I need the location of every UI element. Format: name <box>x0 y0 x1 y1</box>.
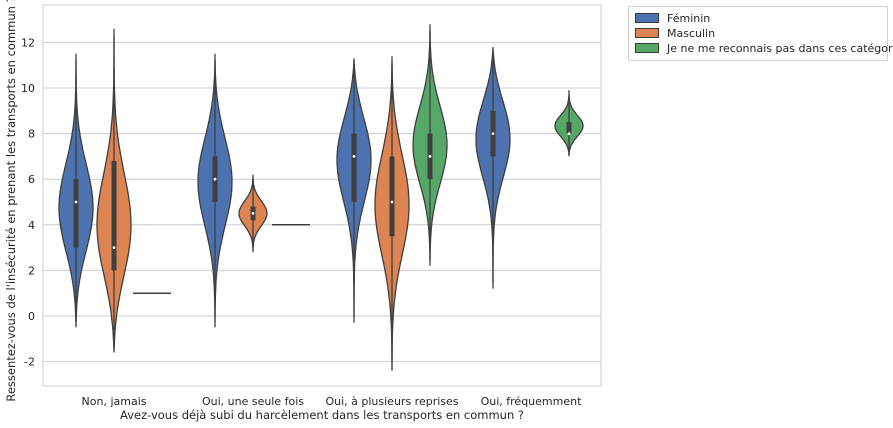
legend-label: Je ne me reconnais pas dans ces catégori… <box>667 41 893 55</box>
legend-label: Masculin <box>667 26 716 40</box>
legend-swatch <box>635 13 659 23</box>
violin-median-dot <box>213 177 217 181</box>
y-tick-labels: -2 0 2 4 6 8 10 12 <box>21 36 35 368</box>
x-tick-label: Oui, une seule fois <box>202 395 304 408</box>
legend-item-feminin: Féminin <box>635 11 710 25</box>
violin-median-dot <box>74 200 78 204</box>
x-axis-label: Avez-vous déjà subi du harcèlement dans … <box>120 408 524 422</box>
y-tick-label: 0 <box>28 310 35 323</box>
legend-item-masculin: Masculin <box>635 26 715 40</box>
legend-swatch <box>635 43 659 53</box>
violin-median-dot <box>567 132 571 136</box>
violins <box>58 24 584 371</box>
violin-iqr-box <box>566 122 572 134</box>
y-tick-label: 4 <box>28 219 35 232</box>
x-tick-label: Non, jamais <box>82 395 147 408</box>
plot-area <box>42 4 602 387</box>
violin-iqr-box <box>351 133 357 202</box>
violin-median-dot <box>491 132 495 136</box>
violin-iqr-box <box>73 179 79 248</box>
y-tick-label: 10 <box>21 82 35 95</box>
y-tick-label: -2 <box>24 356 35 369</box>
x-tick-label: Oui, à plusieurs reprises <box>325 395 458 408</box>
y-tick-label: 8 <box>28 128 35 141</box>
legend-swatch <box>635 28 659 38</box>
violin-iqr-box <box>389 156 395 237</box>
legend-item-autre: Je ne me reconnais pas dans ces catégori… <box>635 41 893 55</box>
y-tick-label: 6 <box>28 173 35 186</box>
violin-median-dot <box>390 200 394 204</box>
violin-median-dot <box>352 155 356 158</box>
legend: Féminin Masculin Je ne me reconnais pas … <box>628 6 893 61</box>
violin-median-dot <box>428 155 432 158</box>
legend-label: Féminin <box>667 11 711 25</box>
x-tick-label: Oui, fréquemment <box>481 395 582 408</box>
y-tick-label: 2 <box>28 264 35 277</box>
violin-iqr-box <box>111 160 117 271</box>
x-tick-labels: Non, jamais Oui, une seule fois Oui, à plu… <box>82 395 583 408</box>
y-tick-label: 12 <box>21 36 35 49</box>
violin-median-dot <box>251 212 255 215</box>
y-axis-label: Ressentez-vous de l'insécurité en prenan… <box>4 0 18 402</box>
violin-median-dot <box>112 246 116 250</box>
